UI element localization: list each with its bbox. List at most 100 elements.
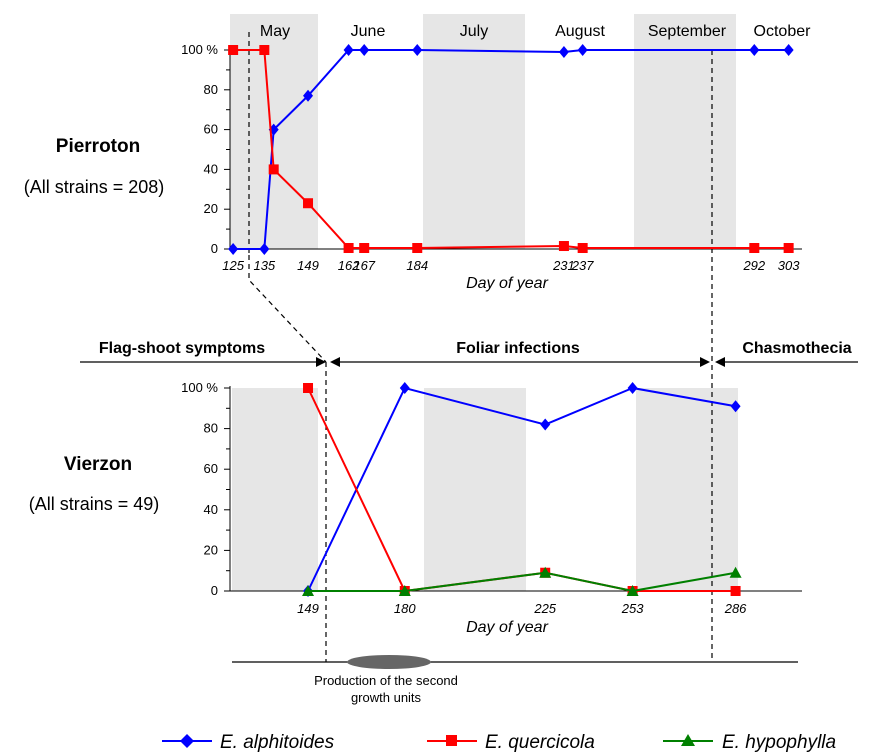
second-growth-ellipse: [347, 655, 431, 669]
y-tick-label: 80: [204, 421, 218, 436]
phase-label-chasmothecia: Chasmothecia: [742, 340, 851, 357]
point-e-quercicola: [268, 164, 279, 175]
x-tick-label: 149: [297, 601, 319, 616]
month-band-2: [424, 388, 526, 591]
month-band-1: [232, 388, 318, 591]
y-tick-label: 40: [204, 161, 218, 176]
y-tick-label: 20: [204, 542, 218, 557]
foliar-arrowhead-right: [700, 357, 710, 367]
legend-marker-hypophylla: [681, 734, 695, 746]
point-e-alphitoides: [577, 44, 588, 56]
x-tick-label: 225: [533, 601, 556, 616]
point-e-alphitoides: [783, 44, 794, 56]
y-tick-label: 60: [204, 461, 218, 476]
legend-label-hypophylla: E. hypophylla: [722, 732, 836, 753]
point-e-alphitoides: [343, 44, 354, 56]
point-e-quercicola: [412, 243, 423, 254]
point-e-hypophylla: [729, 566, 742, 578]
strains-label-pierroton: (All strains = 208): [24, 177, 165, 197]
month-label-june: June: [351, 23, 386, 40]
y-tick-label: 100 %: [181, 42, 218, 57]
point-e-hypophylla: [302, 585, 315, 596]
phase-label-foliar: Foliar infections: [456, 340, 580, 357]
legend: E. alphitoides E. quercicola E. hypophyl…: [162, 732, 836, 753]
growth-note-line1: Production of the second: [314, 673, 458, 688]
flag-shoot-arrowhead: [316, 357, 326, 367]
x-tick-label: 162: [338, 258, 360, 273]
point-e-alphitoides: [558, 45, 569, 58]
y-tick-label: 0: [211, 241, 218, 256]
point-e-alphitoides: [259, 243, 270, 255]
pierroton-month-shading: [230, 14, 736, 249]
site-label-vierzon: Vierzon: [64, 454, 132, 475]
guide-lines: [248, 32, 713, 662]
point-e-hypophylla: [626, 585, 639, 596]
vierzon-x-axis-title: Day of year: [466, 619, 548, 636]
point-e-quercicola: [228, 45, 239, 55]
vierzon-series: [302, 382, 742, 597]
point-e-quercicola: [577, 243, 588, 254]
point-e-alphitoides: [399, 382, 410, 394]
point-e-quercicola: [749, 243, 760, 254]
point-e-quercicola: [558, 241, 569, 252]
growth-timeline: [232, 655, 798, 669]
x-tick-label: 286: [724, 601, 747, 616]
vierzon-month-shading: [232, 388, 738, 591]
point-e-quercicola: [359, 243, 370, 254]
site-label-pierroton: Pierroton: [56, 136, 140, 157]
point-e-alphitoides: [749, 44, 760, 56]
point-e-quercicola: [730, 586, 741, 596]
point-e-alphitoides: [540, 418, 551, 431]
legend-label-quercicola: E. quercicola: [485, 732, 595, 753]
month-band-3: [634, 14, 736, 249]
point-e-quercicola: [343, 243, 354, 254]
x-tick-label: 149: [297, 258, 319, 273]
point-e-alphitoides: [359, 44, 370, 56]
x-tick-label: 231: [552, 258, 575, 273]
point-e-alphitoides: [730, 400, 741, 413]
growth-note-line2: growth units: [351, 690, 422, 705]
foliar-arrowhead-left: [330, 357, 340, 367]
point-e-quercicola: [783, 243, 794, 254]
point-e-quercicola: [259, 45, 270, 55]
x-tick-label: 253: [621, 601, 644, 616]
y-tick-label: 100 %: [181, 380, 218, 395]
phase-label-flag-shoot: Flag-shoot symptoms: [99, 340, 265, 357]
guide-flag-shoot-diagonal: [248, 255, 327, 363]
x-tick-label: 135: [253, 258, 275, 273]
y-tick-label: 0: [211, 583, 218, 598]
x-tick-label: 303: [778, 258, 800, 273]
point-e-quercicola: [303, 198, 314, 209]
x-tick-label: 180: [394, 601, 416, 616]
x-tick-label: 125: [222, 258, 244, 273]
y-tick-label: 60: [204, 122, 218, 137]
x-tick-label: 184: [406, 258, 428, 273]
month-band-2: [423, 14, 525, 249]
month-label-august: August: [555, 23, 605, 40]
legend-label-alphitoides: E. alphitoides: [220, 732, 335, 753]
point-e-hypophylla: [539, 566, 552, 578]
legend-marker-quercicola: [446, 735, 457, 746]
month-label-october: October: [754, 23, 812, 40]
point-e-hypophylla: [398, 585, 411, 596]
y-tick-label: 20: [204, 201, 218, 216]
phase-arrows: [80, 357, 858, 367]
month-label-july: July: [460, 23, 488, 40]
point-e-quercicola: [303, 383, 314, 393]
point-e-alphitoides: [303, 89, 314, 102]
point-e-alphitoides: [228, 243, 239, 255]
y-tick-label: 40: [204, 502, 218, 517]
month-label-may: May: [260, 23, 290, 40]
point-e-alphitoides: [627, 382, 638, 394]
x-tick-label: 292: [742, 258, 765, 273]
legend-marker-alphitoides: [180, 734, 194, 748]
x-tick-label: 237: [571, 258, 594, 273]
point-e-alphitoides: [412, 44, 423, 56]
y-tick-label: 80: [204, 82, 218, 97]
x-tick-label: 167: [353, 258, 375, 273]
chasmothecia-arrowhead: [715, 357, 725, 367]
pierroton-series: [228, 44, 794, 255]
month-label-september: September: [648, 23, 727, 40]
